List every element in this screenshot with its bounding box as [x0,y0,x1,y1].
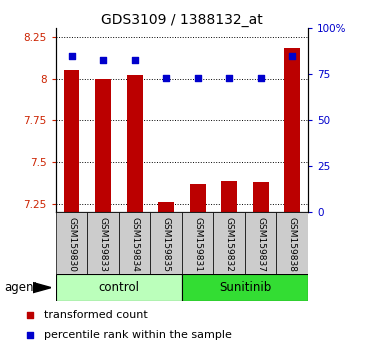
Text: GSM159834: GSM159834 [130,217,139,272]
Bar [151,212,182,274]
Point [132,57,138,62]
Point [27,312,33,318]
Point [69,53,75,59]
Text: GSM159833: GSM159833 [99,217,108,272]
Bar [245,212,276,274]
Text: GSM159838: GSM159838 [288,217,297,272]
Point [100,57,106,62]
Point [194,75,201,81]
Bar [127,75,142,212]
Point [27,332,33,337]
Bar [64,70,79,212]
Point [258,75,264,81]
Bar [87,212,119,274]
Text: GSM159831: GSM159831 [193,217,202,272]
Text: agent: agent [4,281,38,294]
Bar [56,212,87,274]
Bar [190,184,206,212]
Bar [182,212,213,274]
Text: percentile rank within the sample: percentile rank within the sample [44,330,232,339]
Bar [221,181,237,212]
Bar [95,79,111,212]
Text: GSM159837: GSM159837 [256,217,265,272]
Text: Sunitinib: Sunitinib [219,281,271,294]
Bar [276,212,308,274]
Point [163,75,169,81]
Text: transformed count: transformed count [44,310,148,320]
Bar [182,274,308,301]
Text: control: control [99,281,139,294]
Text: GSM159830: GSM159830 [67,217,76,272]
Bar [285,48,300,212]
Point [289,53,295,59]
Text: GSM159835: GSM159835 [162,217,171,272]
Point [226,75,232,81]
Bar [158,202,174,212]
Bar [56,274,182,301]
Title: GDS3109 / 1388132_at: GDS3109 / 1388132_at [101,13,263,27]
Bar [253,182,269,212]
Bar [119,212,151,274]
Bar [213,212,245,274]
Polygon shape [33,282,51,293]
Text: GSM159832: GSM159832 [225,217,234,272]
